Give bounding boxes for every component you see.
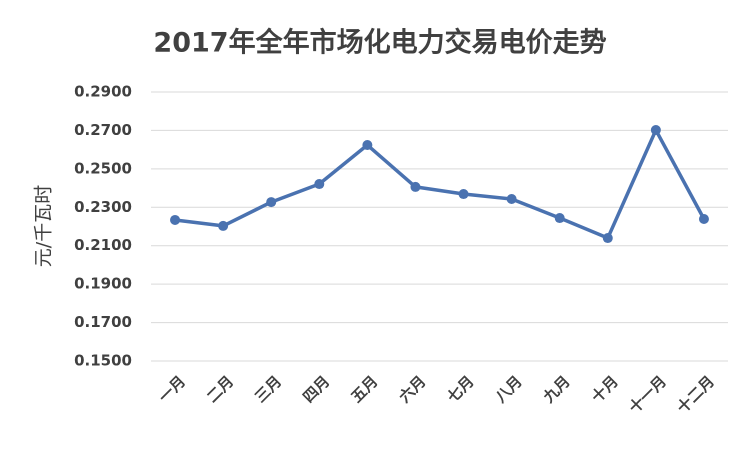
y-axis-label: 元/千瓦时 xyxy=(33,185,55,267)
x-tick-label: 一月 xyxy=(155,372,189,406)
x-tick-label: 九月 xyxy=(539,372,574,407)
point xyxy=(698,214,709,225)
y-tick-label: 0.2300 xyxy=(74,198,132,216)
point xyxy=(218,220,229,231)
y-tick-label: 0.2900 xyxy=(74,83,132,101)
y-tick-label: 0.1700 xyxy=(74,313,132,331)
x-tick-label: 五月 xyxy=(347,372,381,406)
x-tick-label: 八月 xyxy=(491,372,526,407)
point xyxy=(362,140,373,151)
point xyxy=(314,179,325,190)
point xyxy=(410,181,421,192)
x-tick-label: 六月 xyxy=(396,372,430,406)
point xyxy=(650,125,661,136)
x-tick-label: 三月 xyxy=(251,372,285,406)
y-tick-label: 0.1500 xyxy=(74,352,132,370)
x-tick-label: 四月 xyxy=(299,372,333,406)
point xyxy=(266,197,277,208)
line xyxy=(174,128,706,240)
chart-title: 2017年全年市场化电力交易电价走势 xyxy=(153,27,606,59)
y-tick-label: 0.2500 xyxy=(74,159,132,177)
x-tick-label: 十二月 xyxy=(673,372,718,417)
point xyxy=(170,214,181,225)
y-tick-label: 0.2700 xyxy=(74,121,132,139)
x-tick-label: 十一月 xyxy=(625,372,670,417)
point xyxy=(602,233,613,244)
point xyxy=(506,194,517,205)
x-tick-label: 二月 xyxy=(203,372,237,406)
y-tick-label: 0.2100 xyxy=(74,236,132,254)
x-tick-label: 十月 xyxy=(588,372,622,406)
point xyxy=(554,213,565,224)
x-tick-label: 七月 xyxy=(444,372,478,406)
point xyxy=(458,189,469,200)
y-tick-label: 0.1900 xyxy=(74,275,132,293)
